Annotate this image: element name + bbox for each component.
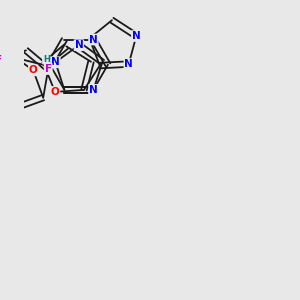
Text: N: N bbox=[132, 31, 141, 41]
Text: H: H bbox=[43, 55, 50, 64]
Text: O: O bbox=[51, 87, 59, 97]
Text: F: F bbox=[45, 64, 52, 74]
Text: N: N bbox=[124, 59, 133, 69]
Text: N: N bbox=[51, 57, 60, 67]
Text: N: N bbox=[74, 40, 83, 50]
Text: F: F bbox=[0, 55, 2, 65]
Text: N: N bbox=[89, 85, 98, 95]
Text: N: N bbox=[89, 34, 98, 45]
Text: O: O bbox=[29, 65, 38, 75]
